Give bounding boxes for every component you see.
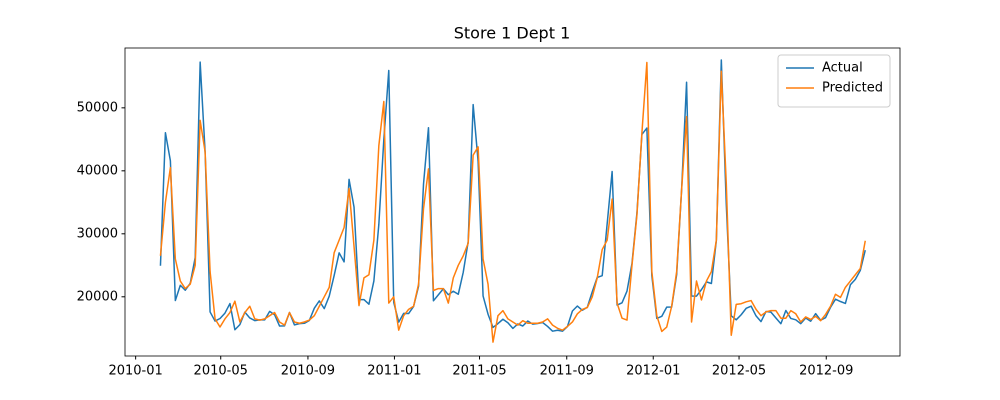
x-tick-label: 2011-05 — [452, 364, 506, 379]
x-tick-label: 2011-09 — [540, 364, 594, 379]
series-line — [159, 59, 866, 332]
x-tick-label: 2010-09 — [281, 364, 335, 379]
legend-label: Predicted — [822, 81, 883, 96]
y-tick-label: 40000 — [77, 163, 118, 178]
y-tick-label: 30000 — [77, 226, 118, 241]
x-tick-label: 2012-01 — [626, 364, 680, 379]
plot-frame — [124, 47, 901, 357]
series-line — [159, 61, 866, 343]
chart-title: Store 1 Dept 1 — [454, 24, 571, 43]
x-tick-label: 2012-09 — [799, 364, 853, 379]
x-tick-label: 2012-05 — [712, 364, 766, 379]
y-tick-label: 20000 — [77, 289, 118, 304]
x-tick-label: 2010-01 — [108, 364, 162, 379]
y-tick-label: 50000 — [77, 100, 118, 115]
x-tick-label: 2011-01 — [367, 364, 421, 379]
legend-label: Actual — [822, 61, 863, 76]
x-tick-label: 2010-05 — [194, 364, 248, 379]
